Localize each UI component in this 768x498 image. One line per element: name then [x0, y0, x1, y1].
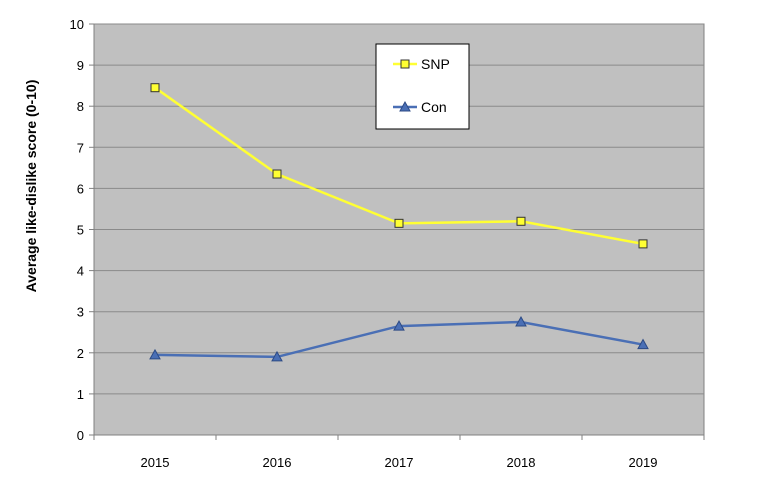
- y-tick-label: 3: [77, 305, 84, 320]
- x-axis: 2015 2016 2017 2018 2019: [93, 434, 705, 470]
- legend-marker-con: [399, 100, 411, 112]
- point-con-2018: [515, 315, 527, 327]
- point-con-2017: [393, 320, 405, 331]
- y-tick-label: 10: [70, 17, 84, 32]
- point-con-2019: [637, 338, 649, 350]
- y-tick-label: 7: [77, 140, 84, 155]
- series-group: [149, 83, 649, 362]
- y-tick-label: 5: [77, 223, 84, 238]
- point-snp-2016: [272, 169, 282, 179]
- y-tick-label: 1: [77, 387, 84, 402]
- legend-marker-snp: [400, 59, 410, 69]
- x-tick-label: 2017: [385, 455, 414, 470]
- point-con-2016: [271, 350, 283, 362]
- x-tick-label: 2019: [629, 455, 658, 470]
- legend-label-snp: SNP: [421, 56, 450, 72]
- y-axis-title: Average like-dislike score (0-10): [23, 80, 39, 293]
- y-tick-label: 6: [77, 181, 84, 196]
- y-tick-label: 9: [77, 58, 84, 73]
- point-snp-2015: [150, 83, 160, 93]
- y-tick-label: 2: [77, 346, 84, 361]
- y-axis: 0 1 2 3 4 5 6 7 8 9 10: [70, 17, 95, 443]
- y-tick-label: 0: [77, 428, 84, 443]
- y-tick-label: 8: [77, 99, 84, 114]
- point-con-2015: [149, 348, 161, 360]
- point-snp-2018: [516, 216, 526, 226]
- x-tick-label: 2018: [507, 455, 536, 470]
- y-tick-label: 4: [77, 264, 84, 279]
- point-snp-2017: [394, 218, 404, 228]
- x-tick-label: 2016: [263, 455, 292, 470]
- x-tick-label: 2015: [141, 455, 170, 470]
- legend-box: [375, 43, 470, 130]
- legend-label-con: Con: [421, 99, 447, 115]
- point-snp-2019: [638, 239, 648, 249]
- legend: SNP Con: [375, 43, 470, 130]
